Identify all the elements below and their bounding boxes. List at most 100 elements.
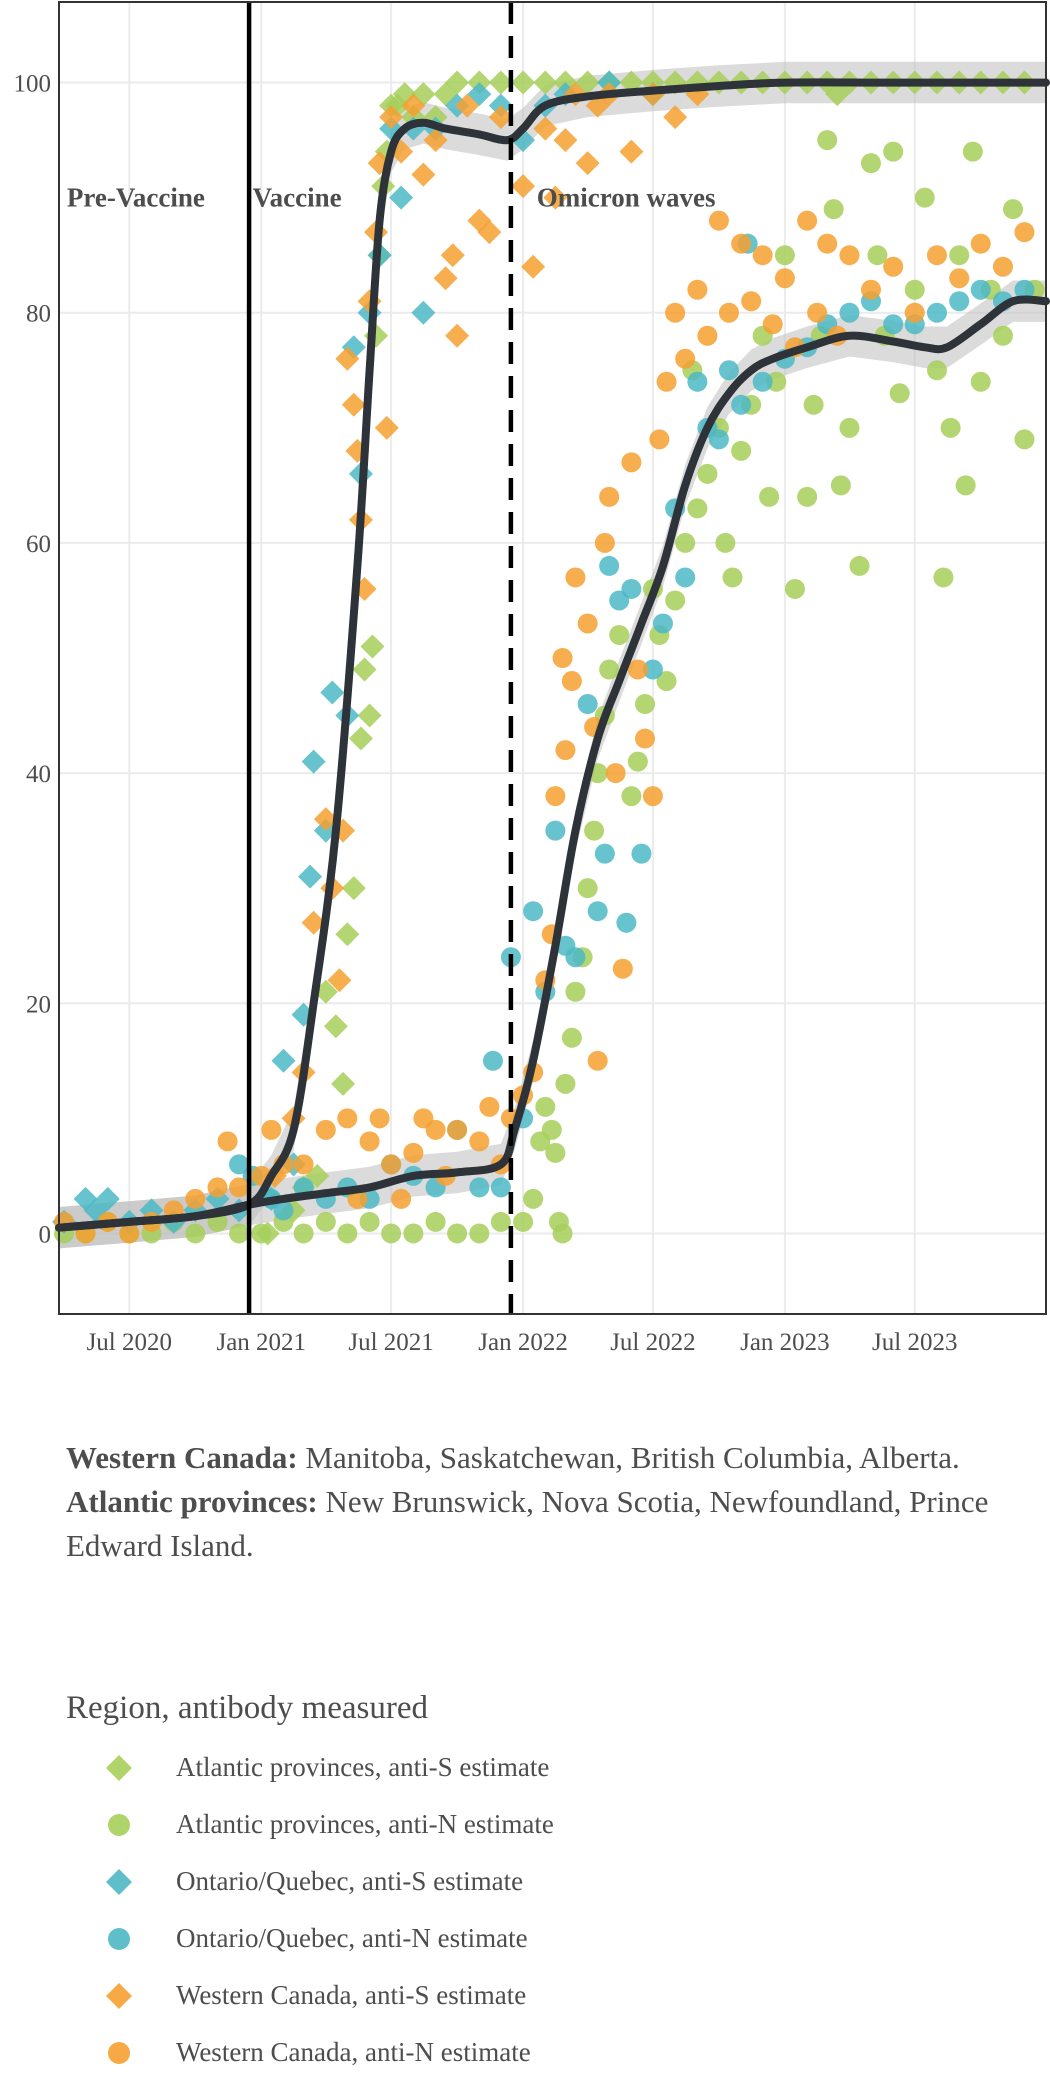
data-points [52, 70, 1045, 1246]
point-diamond [301, 749, 326, 774]
diamond-marker-icon [66, 1853, 176, 1910]
point-circle [621, 786, 642, 807]
x-tick-label: Jul 2022 [610, 1329, 695, 1356]
point-diamond [379, 105, 404, 130]
caption-western-canada-title: Western Canada: [66, 1440, 298, 1475]
point-circle [883, 314, 904, 335]
diamond-marker-icon [66, 1967, 176, 2024]
point-circle [594, 843, 615, 864]
trend-band-anti-S [59, 61, 1046, 1249]
point-circle [293, 1223, 314, 1244]
point-diamond [521, 254, 546, 279]
point-circle [752, 245, 773, 266]
point-circle [830, 475, 851, 496]
legend-item: Atlantic provinces, anti-N estimate [66, 1796, 1026, 1853]
point-circle [565, 981, 586, 1002]
point-circle [949, 268, 970, 289]
point-circle [926, 245, 947, 266]
point-circle [949, 245, 970, 266]
point-circle [642, 659, 663, 680]
legend-label: Ontario/Quebec, anti-N estimate [176, 1923, 528, 1953]
trend-confidence-bands [59, 61, 1046, 1249]
annotation-label: Vaccine [253, 183, 342, 213]
point-circle [715, 532, 736, 553]
y-tick-label: 100 [14, 71, 52, 98]
point-circle [612, 958, 633, 979]
legend-label: Ontario/Quebec, anti-S estimate [176, 1866, 524, 1896]
point-circle [369, 1108, 390, 1129]
point-circle [718, 360, 739, 381]
point-circle [207, 1177, 228, 1198]
point-circle [718, 302, 739, 323]
point-circle [797, 210, 818, 231]
point-circle [185, 1188, 206, 1209]
legend-label: Atlantic provinces, anti-N estimate [176, 1809, 554, 1839]
point-circle [697, 463, 718, 484]
point-diamond [511, 174, 536, 199]
point-circle [807, 302, 828, 323]
point-diamond [298, 864, 323, 889]
point-circle [675, 348, 696, 369]
x-axis-ticks: Jul 2020 Jan 2021 Jul 2021 Jan 2022 Jul 2022… [87, 1329, 958, 1356]
point-circle [229, 1177, 250, 1198]
y-tick-label: 80 [26, 301, 51, 328]
point-circle [883, 141, 904, 162]
caption-western-canada: Western Canada: Manitoba, Saskatchewan, … [66, 1436, 1006, 1480]
point-diamond [357, 703, 382, 728]
point-circle [469, 1223, 490, 1244]
point-circle [697, 325, 718, 346]
point-circle [970, 233, 991, 254]
caption-atlantic-title: Atlantic provinces: [66, 1484, 318, 1519]
series-atlantic-provinces-anti-s-estimate [255, 70, 1037, 1246]
point-diamond [511, 70, 536, 95]
point-circle [731, 440, 752, 461]
legend-label: Western Canada, anti-N estimate [176, 2037, 531, 2067]
point-circle [599, 659, 620, 680]
point-circle [867, 245, 888, 266]
point-circle [523, 901, 544, 922]
caption-atlantic: Atlantic provinces: New Brunswick, Nova … [66, 1480, 1006, 1568]
point-circle [251, 1223, 272, 1244]
point-circle [217, 1131, 238, 1152]
point-diamond [543, 185, 568, 210]
point-diamond [533, 70, 558, 95]
point-circle [555, 1073, 576, 1094]
point-circle [337, 1108, 358, 1129]
point-circle [687, 371, 708, 392]
point-circle [561, 671, 582, 692]
point-diamond [327, 968, 352, 993]
series-atlantic-provinces-anti-n-estimate [54, 130, 1045, 1244]
point-diamond [433, 266, 458, 291]
point-circle [609, 624, 630, 645]
point-circle [599, 486, 620, 507]
point-circle [315, 1119, 336, 1140]
point-diamond [553, 128, 578, 153]
y-axis-ticks: 0 20 40 60 80 100 [14, 71, 52, 1249]
point-circle [904, 279, 925, 300]
point-diamond [341, 392, 366, 417]
point-circle [381, 1223, 402, 1244]
point-diamond [348, 726, 373, 751]
x-tick-label: Jul 2023 [872, 1329, 957, 1356]
point-circle [774, 245, 795, 266]
period-annotations: Pre-Vaccine Vaccine Omicron waves [67, 183, 716, 213]
point-diamond [619, 139, 644, 164]
point-diamond [313, 807, 338, 832]
point-diamond [477, 220, 502, 245]
legend-title: Region, antibody measured [66, 1690, 429, 1726]
point-circle [627, 751, 648, 772]
point-circle [545, 786, 566, 807]
point-circle [731, 394, 752, 415]
series-western-canada-anti-n-estimate [54, 210, 1035, 1244]
point-diamond [335, 346, 360, 371]
point-circle [722, 567, 743, 588]
point-circle [381, 1154, 402, 1175]
series-ontario-quebec-anti-s-estimate [52, 70, 665, 1234]
point-circle [656, 671, 677, 692]
point-diamond [374, 415, 399, 440]
point-circle [469, 1177, 490, 1198]
legend: Region, antibody measured Atlantic provi… [66, 1690, 1026, 2081]
point-diamond [488, 105, 513, 130]
point-circle [665, 302, 686, 323]
seroprevalence-chart: Pre-Vaccine Vaccine Omicron waves 0 20 40 60 8… [14, 1, 1050, 1356]
